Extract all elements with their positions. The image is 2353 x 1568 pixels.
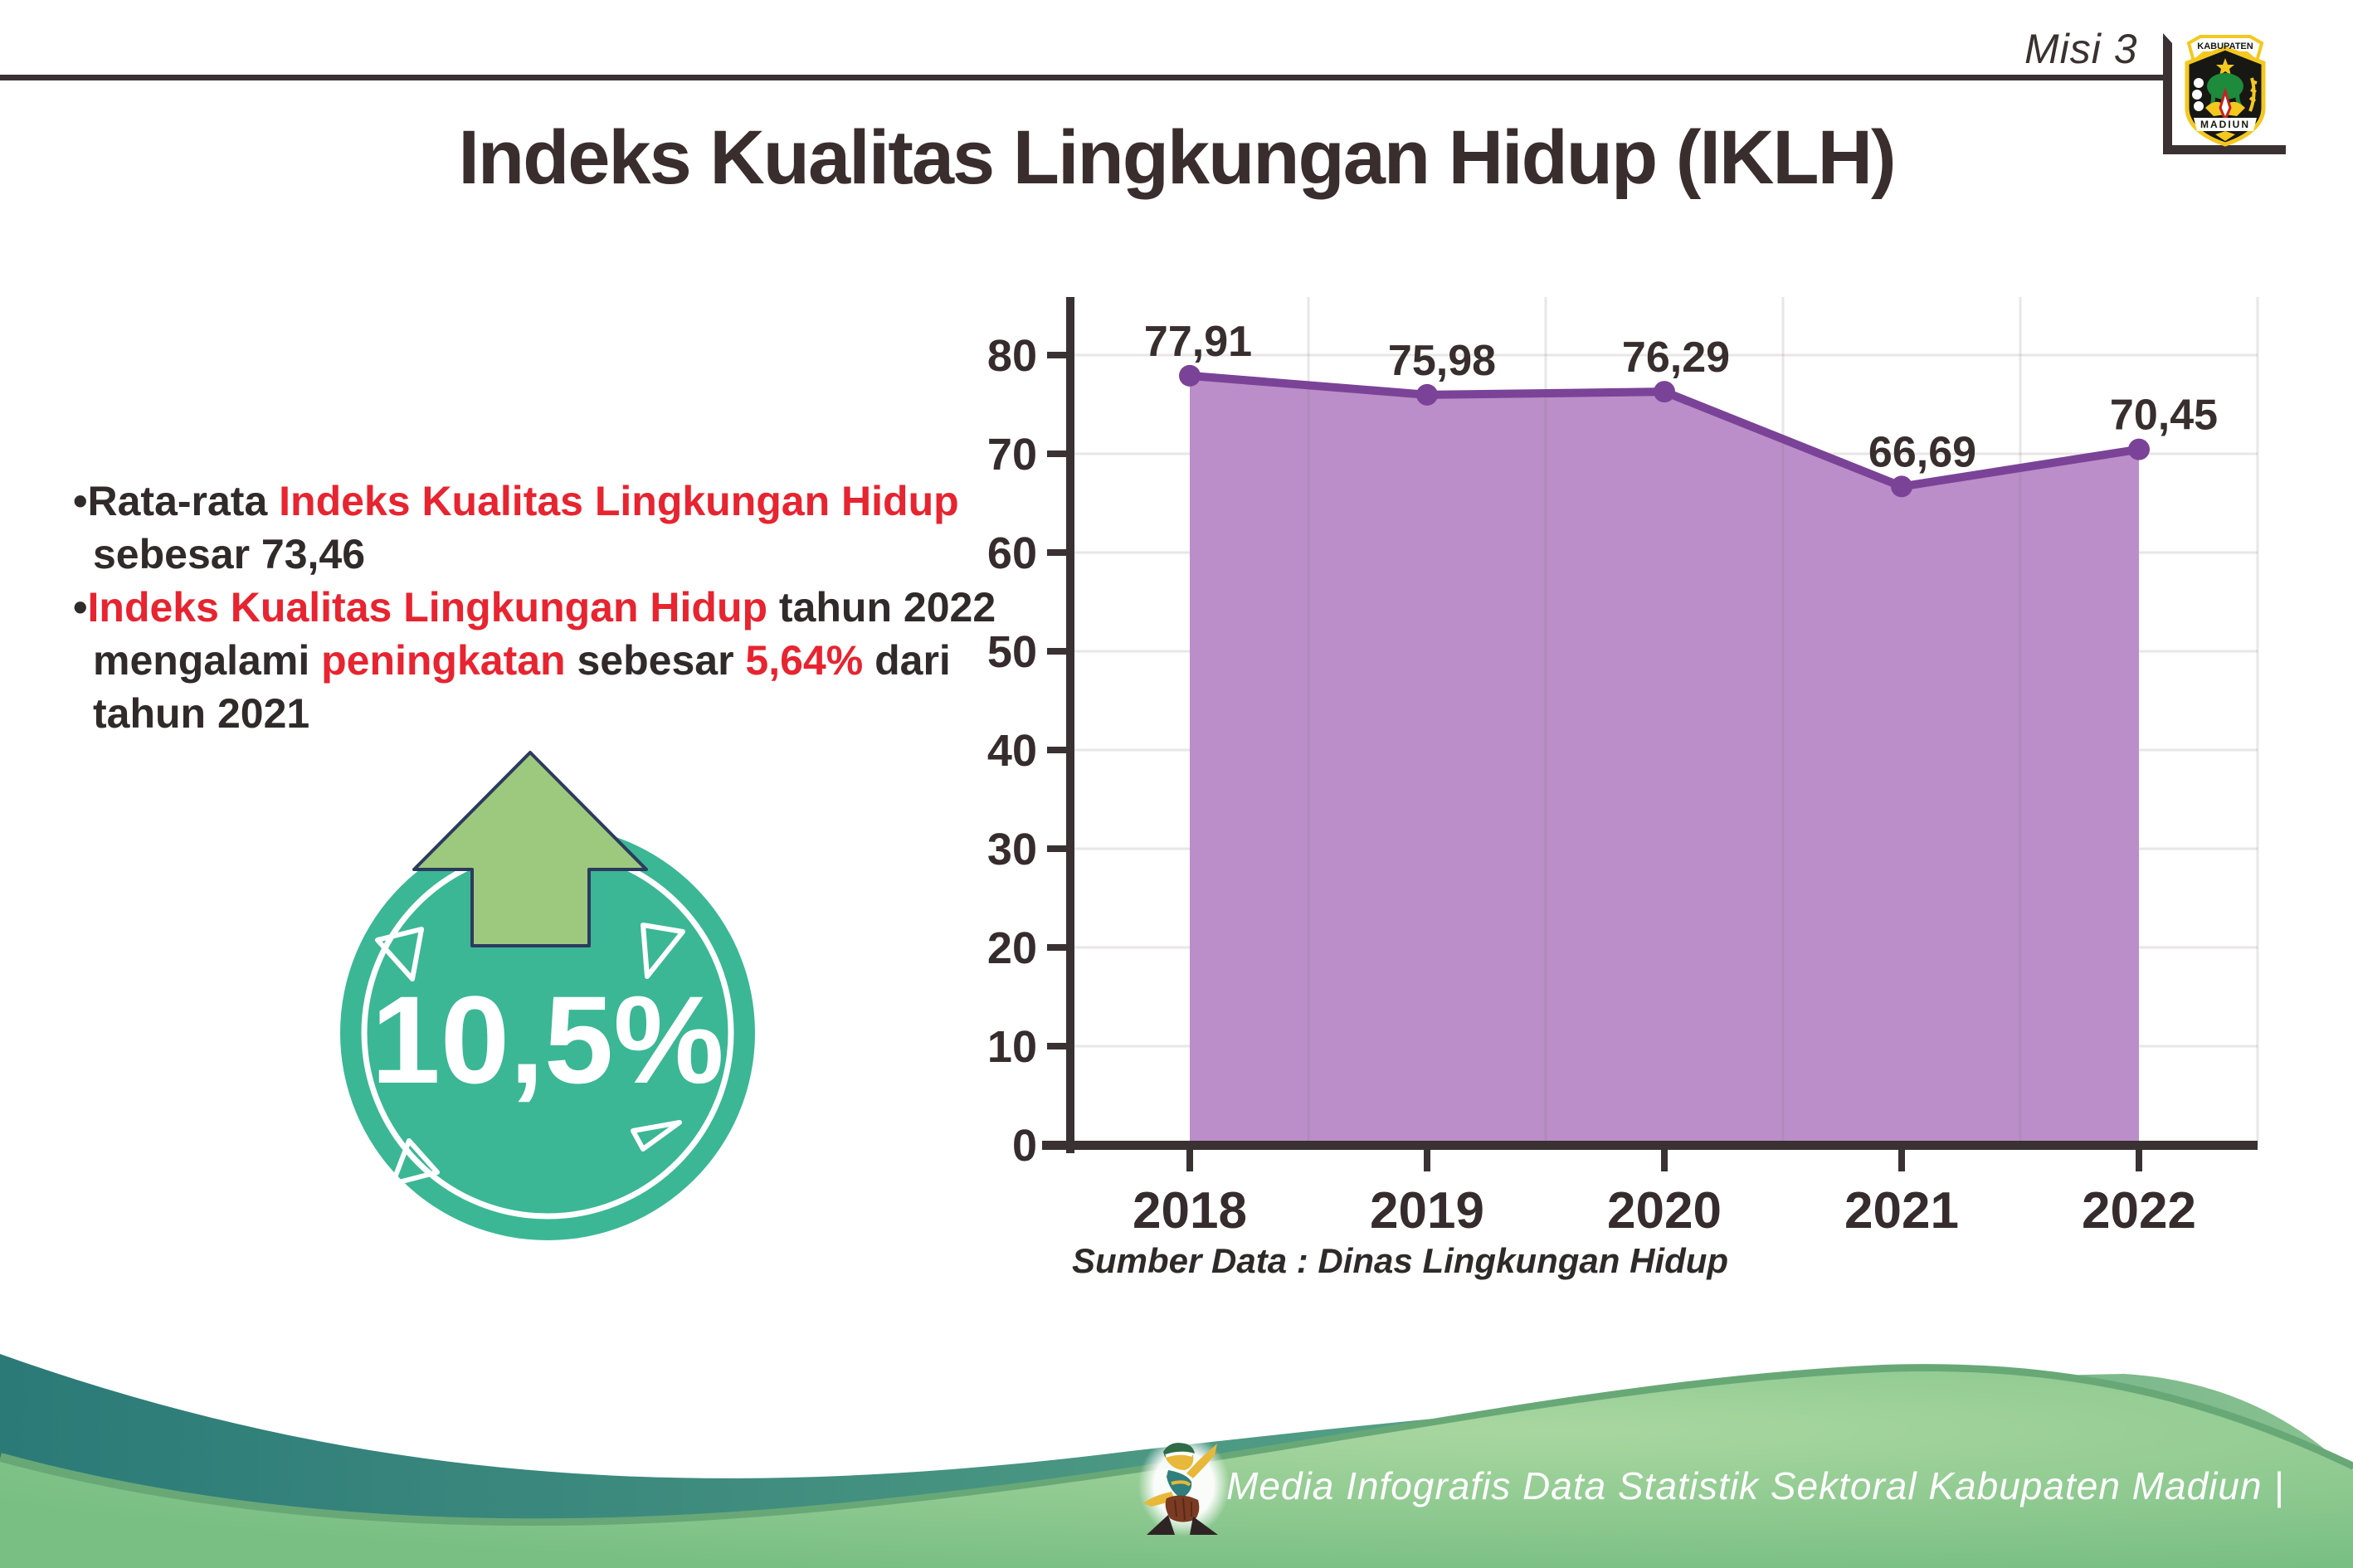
key-findings: •Rata-rata Indeks Kualitas Lingkungan Hi… (73, 475, 1052, 740)
b2-black-1: tahun 2022 (767, 584, 996, 631)
x-tick-label: 2019 (1370, 1182, 1484, 1239)
x-tick (2136, 1150, 2142, 1171)
data-point (1654, 381, 1675, 403)
data-value-label: 76,29 (1622, 334, 1730, 382)
x-tick (1186, 1150, 1193, 1171)
h-gridline (1070, 353, 2258, 357)
data-value-label: 66,69 (1868, 428, 1976, 476)
up-arrow-icon (412, 751, 648, 947)
growth-badge: 10,5% (340, 751, 755, 1240)
area-fill (1190, 375, 2139, 1146)
y-tick-label: 0 (1012, 1121, 1037, 1171)
y-tick (1047, 1043, 1070, 1049)
b2-black-4: dari (863, 637, 951, 684)
y-axis (1066, 297, 1074, 1153)
x-tick-label: 2021 (1844, 1182, 1959, 1239)
y-tick (1047, 450, 1070, 457)
y-tick-label: 80 (987, 331, 1037, 381)
v-gridline (2256, 297, 2259, 1145)
b2-red-1: Indeks Kualitas Lingkungan Hidup (87, 584, 768, 631)
bullet-2: •Indeks Kualitas Lingkungan Hidup tahun … (73, 581, 1052, 740)
header-rule (0, 75, 2163, 80)
source-note: Sumber Data : Dinas Lingkungan Hidup (1072, 1241, 1729, 1280)
statistics-mascot-icon (1138, 1434, 1230, 1536)
bullet-1: •Rata-rata Indeks Kualitas Lingkungan Hi… (73, 475, 1052, 581)
data-point (1891, 475, 1912, 498)
x-axis (1042, 1141, 2258, 1150)
x-tick (1424, 1150, 1430, 1171)
data-point (1416, 383, 1438, 406)
kabupaten-madiun-logo: KABUPATEN MADIUN (2163, 33, 2286, 154)
data-value-label: 75,98 (1388, 337, 1496, 385)
x-tick-label: 2020 (1607, 1182, 1722, 1239)
badge-sparkle-triangles (375, 923, 685, 1186)
v-gridline (1544, 297, 1547, 1145)
badge-circle (340, 825, 755, 1240)
y-tick (1047, 648, 1070, 655)
x-tick-label: 2022 (2082, 1182, 2196, 1239)
b2-red-2: peningkatan (321, 637, 566, 684)
x-tick-label: 2018 (1133, 1182, 1247, 1239)
b1-text-black: Rata-rata (87, 478, 280, 524)
data-point (1179, 364, 1201, 387)
y-tick (1047, 845, 1070, 852)
y-tick-label: 30 (987, 825, 1037, 874)
b2-red-3: 5,64% (745, 637, 864, 684)
x-tick (1661, 1150, 1668, 1171)
y-tick-label: 70 (987, 430, 1037, 480)
v-gridline (1307, 297, 1310, 1145)
page-title: Indeks Kualitas Lingkungan Hidup (IKLH) (458, 115, 1896, 200)
b1-text-red: Indeks Kualitas Lingkungan Hidup (279, 478, 959, 524)
badge-value: 10,5% (371, 970, 723, 1109)
y-tick-label: 40 (987, 726, 1037, 776)
b2-line3: tahun 2021 (93, 690, 310, 737)
logo-bottom-text: MADIUN (2200, 119, 2250, 130)
data-value-label: 77,91 (1144, 318, 1252, 366)
data-value-label: 70,45 (2110, 392, 2218, 440)
logo-top-text: KABUPATEN (2197, 41, 2253, 51)
footer-green-rim (0, 1364, 2353, 1531)
bullet-marker: • (73, 478, 88, 524)
mission-label: Misi 3 (2024, 26, 2138, 72)
x-tick (1898, 1150, 1905, 1171)
y-tick (1047, 747, 1070, 753)
y-tick-label: 50 (987, 627, 1037, 677)
v-gridline (1781, 297, 1785, 1145)
y-tick (1047, 352, 1070, 358)
data-point (2128, 438, 2150, 460)
footer-credit: Media Infografis Data Statistik Sektoral… (1226, 1464, 2285, 1507)
v-gridline (2019, 297, 2022, 1145)
y-tick (1047, 549, 1070, 556)
y-tick-label: 60 (987, 528, 1037, 578)
y-tick (1047, 1142, 1070, 1148)
y-tick (1047, 944, 1070, 951)
y-tick-label: 10 (987, 1022, 1037, 1072)
b2-black-3: sebesar (565, 637, 746, 684)
y-tick-label: 20 (987, 923, 1037, 973)
b1-line2: sebesar 73,46 (93, 531, 366, 577)
logo-corner-frame (2163, 33, 2286, 154)
logo-crest (2185, 35, 2266, 147)
bullet-marker: • (73, 584, 88, 631)
b2-black-2: mengalami (93, 637, 322, 684)
